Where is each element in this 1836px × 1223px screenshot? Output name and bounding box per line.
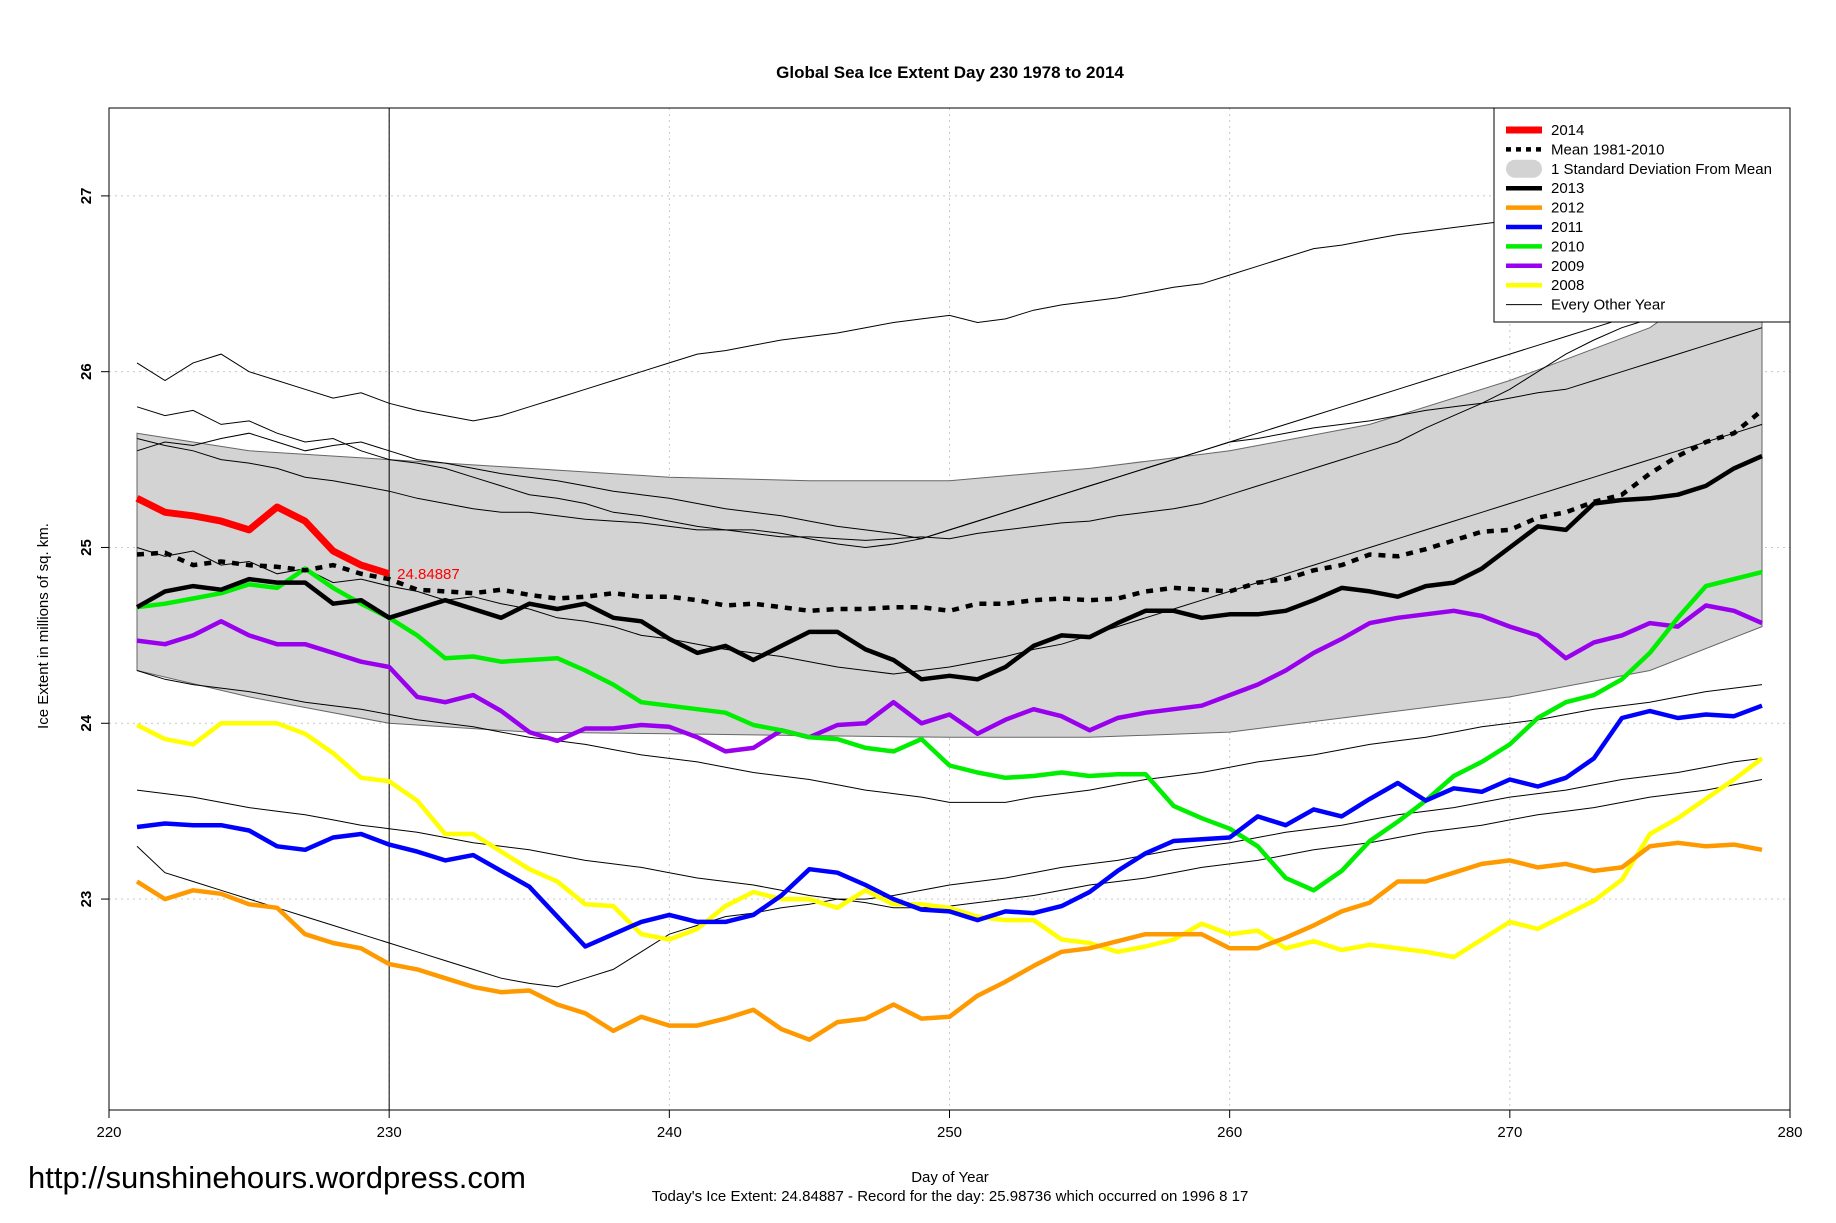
other-year-line (136, 423, 1763, 675)
other-year-line (136, 186, 1763, 422)
other-year-line (136, 757, 1763, 988)
y-tick-label: 27 (78, 188, 95, 205)
series-line-2014 (135, 495, 391, 578)
x-tick-label: 280 (1777, 1124, 1802, 1141)
footer-note: Today's Ice Extent: 24.84887 - Record fo… (652, 1188, 1249, 1205)
series-line-2012 (135, 840, 1763, 1042)
axes: 220 230 240 250 260 270 280 23 24 25 26 27 (78, 107, 1803, 1141)
legend: 2014 Mean 1981-2010 1 Standard Deviation F… (1493, 107, 1791, 323)
legend-label: 2010 (1551, 238, 1584, 255)
legend-label: 1 Standard Deviation From Mean (1551, 161, 1772, 178)
series-line-2009 (136, 603, 1763, 754)
series-line-2010 (136, 566, 1763, 893)
series-line-mean-1981-2010 (136, 408, 1764, 614)
series-line-2008 (135, 721, 1764, 960)
y-tick-label: 24 (78, 714, 95, 731)
other-year-line (136, 670, 1763, 803)
current-value-label: 24.84887 (397, 566, 460, 583)
legend-label: Every Other Year (1551, 297, 1665, 314)
y-tick-label: 23 (78, 891, 95, 908)
series-line-2013 (135, 454, 1763, 682)
y-axis-label: Ice Extent in millions of sq. km. (35, 523, 52, 729)
legend-label: 2009 (1551, 258, 1584, 275)
x-tick-label: 270 (1497, 1124, 1522, 1141)
y-tick-label: 25 (78, 539, 95, 556)
series-line-2011 (136, 703, 1763, 949)
legend-label: Mean 1981-2010 (1551, 141, 1664, 158)
y-tick-label: 26 (78, 363, 95, 380)
other-year-line (136, 327, 1763, 540)
x-tick-label: 240 (657, 1124, 682, 1141)
legend-label: 2014 (1551, 122, 1584, 139)
watermark-url: http://sunshinehours.wordpress.com (28, 1160, 526, 1195)
chart-title: Global Sea Ice Extent Day 230 1978 to 20… (776, 63, 1124, 82)
legend-box (1493, 107, 1791, 323)
x-tick-label: 250 (937, 1124, 962, 1141)
legend-swatch-band (1506, 159, 1542, 178)
x-axis-label: Day of Year (911, 1169, 989, 1186)
legend-label: 2012 (1551, 200, 1584, 217)
x-tick-label: 220 (96, 1124, 121, 1141)
x-tick-label: 230 (377, 1124, 402, 1141)
other-year-line (136, 283, 1763, 541)
x-tick-label: 260 (1217, 1124, 1242, 1141)
legend-label: 2011 (1551, 219, 1583, 236)
legend-label: 2013 (1551, 180, 1584, 197)
legend-label: 2008 (1551, 277, 1584, 294)
highlighted-series: 24.84887 (135, 108, 1764, 1110)
